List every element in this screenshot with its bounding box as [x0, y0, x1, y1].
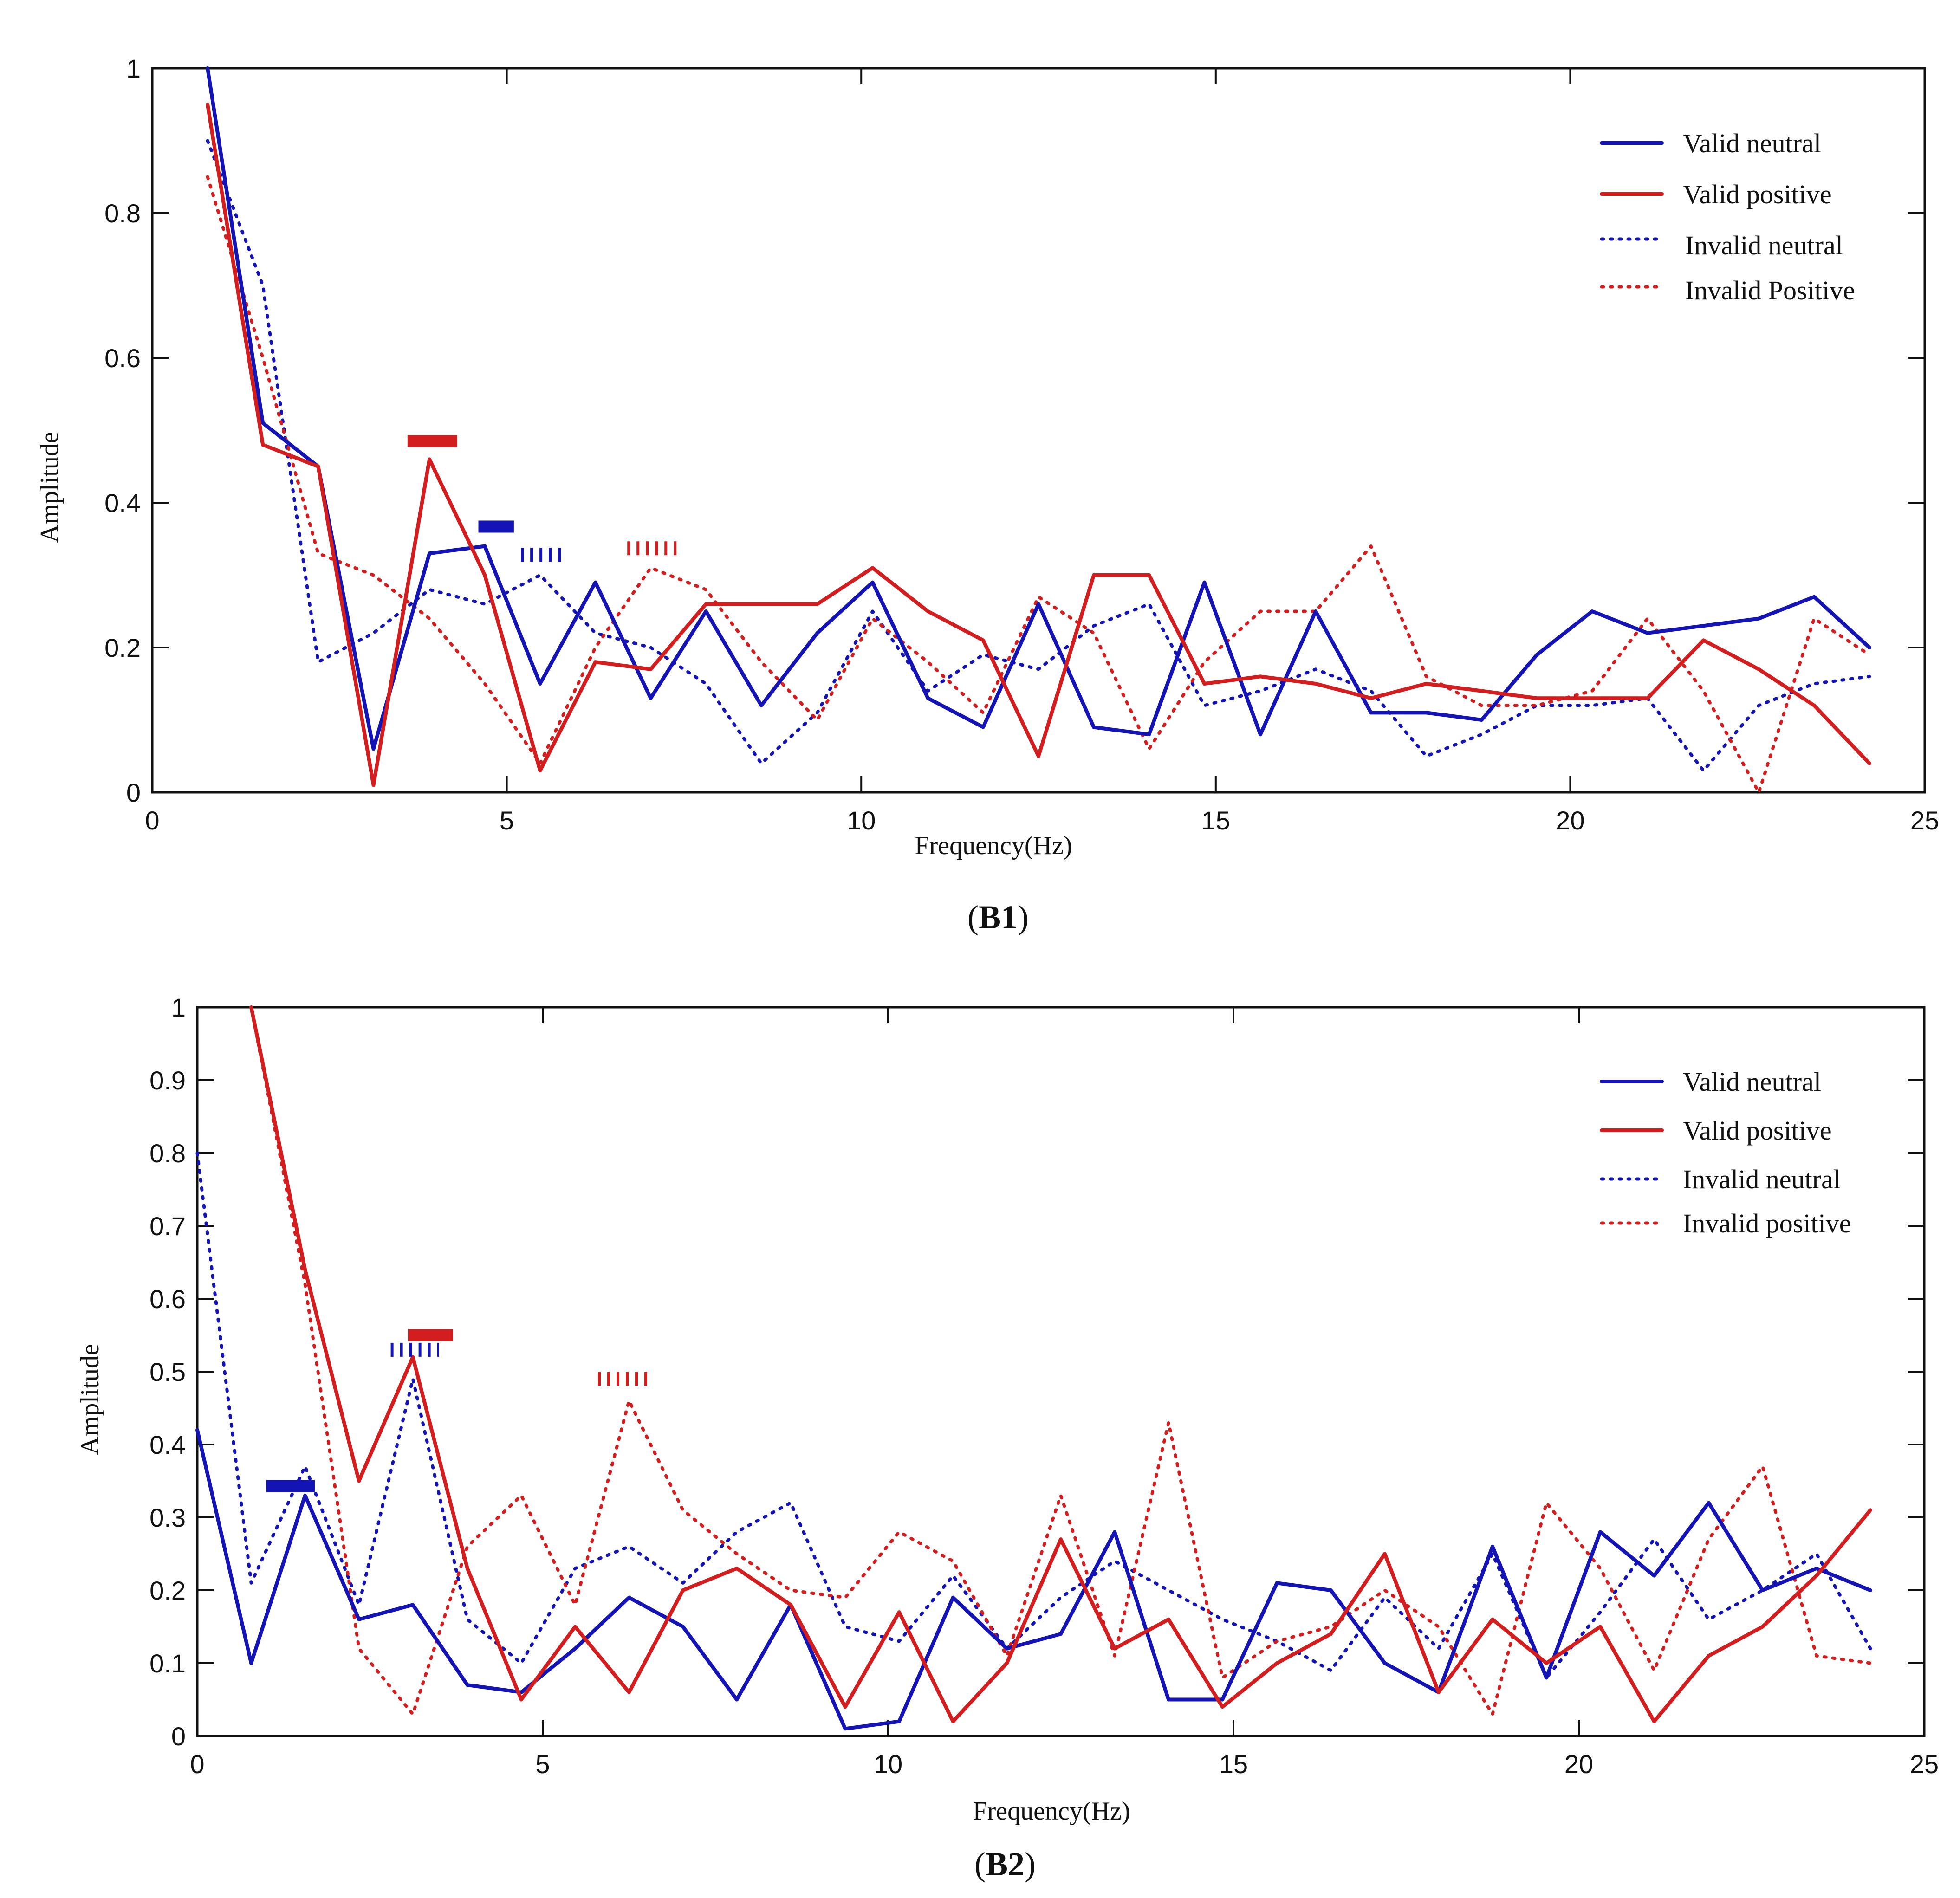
x-tick-label-b1-4: 20 — [1556, 806, 1584, 835]
x-axis-label-b1: Frequency(Hz) — [915, 831, 1072, 860]
legend-label-invalid-neutral: Invalid neutral — [1685, 230, 1843, 260]
legend-label-invalid-positive: Invalid Positive — [1685, 275, 1855, 305]
series-line-invalid-neutral-b1 — [206, 139, 1871, 772]
caption-b1-label: B1 — [979, 899, 1018, 936]
plot-area-b1 — [151, 67, 1926, 794]
legend-b1: Valid neutral Valid positive Invalid neu… — [1578, 113, 1889, 317]
series-line-invalid-neutral-b2 — [195, 1151, 1872, 1679]
series-line-invalid-positive-b2 — [249, 1005, 1872, 1716]
chart-b2: 0 5 10 15 20 2500.10.20.30.40.50.60.70.80.91 … — [76, 993, 1939, 1883]
axis-ticks-b1: 0 5 10 15 20 25 0 0.2 0.4 0.6 0.8 1 — [104, 54, 1939, 835]
y-tick-label-b2-5: 0.5 — [149, 1357, 186, 1386]
y-tick-label-b2-10: 1 — [171, 993, 186, 1022]
y-axis-label-b2: Amplitude — [76, 1344, 104, 1455]
x-tick-label-b1-1: 5 — [500, 806, 514, 835]
y-tick-label-b2-7: 0.7 — [149, 1211, 186, 1241]
y-tick-label-b1-5: 1 — [126, 54, 141, 83]
x-tick-label-b1-2: 10 — [847, 806, 876, 835]
y-tick-label-b2-4: 0.4 — [149, 1430, 186, 1459]
x-tick-label-b1-0: 0 — [145, 806, 159, 835]
legend-b2: Valid neutral Valid positive Invalid neu… — [1578, 1051, 1889, 1256]
series-line-valid-neutral-b2 — [195, 1428, 1872, 1731]
x-tick-label-b2-3: 15 — [1219, 1749, 1248, 1779]
legend-box-b1 — [1578, 113, 1889, 317]
y-tick-label-b2-8: 0.8 — [149, 1139, 186, 1168]
y-tick-label-b1-1: 0.2 — [104, 633, 141, 662]
y-tick-label-b2-9: 0.9 — [149, 1066, 186, 1095]
x-axis-label-b2: Frequency(Hz) — [973, 1797, 1130, 1826]
chart-b1: 0 5 10 15 20 25 0 0.2 0.4 0.6 0.8 1 Valid neutral V… — [35, 54, 1939, 936]
series-line-invalid-positive-b1 — [206, 175, 1871, 794]
y-tick-label-b2-6: 0.6 — [149, 1284, 186, 1314]
series-b1 — [206, 66, 1871, 794]
y-tick-label-b2-1: 0.1 — [149, 1649, 186, 1678]
x-tick-label-b2-0: 0 — [190, 1749, 204, 1779]
significance-markers-b1 — [407, 435, 677, 562]
y-tick-label-b2-0: 0 — [171, 1722, 186, 1751]
y-tick-label-b1-3: 0.6 — [104, 343, 141, 373]
caption-b2-label: B2 — [986, 1846, 1025, 1883]
x-tick-label-b1-3: 15 — [1201, 806, 1230, 835]
y-tick-label-b1-2: 0.4 — [104, 488, 141, 518]
caption-b2: (B2) — [974, 1846, 1036, 1883]
legend-label-invalid-positive: Invalid positive — [1683, 1208, 1851, 1238]
legend-label-valid-neutral: Valid neutral — [1683, 128, 1821, 158]
x-tick-label-b2-2: 10 — [874, 1749, 902, 1779]
y-tick-label-b1-0: 0 — [126, 778, 141, 807]
legend-label-valid-positive: Valid positive — [1683, 1115, 1832, 1146]
x-tick-label-b2-4: 20 — [1564, 1749, 1593, 1779]
y-tick-label-b1-4: 0.8 — [104, 199, 141, 228]
y-tick-label-b2-2: 0.2 — [149, 1576, 186, 1605]
series-b2 — [195, 1005, 1872, 1731]
y-axis-label-b1: Amplitude — [35, 432, 64, 543]
legend-label-invalid-neutral: Invalid neutral — [1683, 1164, 1841, 1194]
legend-label-valid-positive: Valid positive — [1683, 179, 1832, 209]
x-tick-label-b1-5: 25 — [1910, 806, 1939, 835]
y-tick-label-b2-3: 0.3 — [149, 1503, 186, 1532]
series-line-valid-positive-b2 — [249, 1005, 1872, 1723]
axis-ticks-b2: 0 5 10 15 20 25 0 0.1 0.2 0.3 0.4 0.5 0.6 0.7 0.8 0.9 1 — [149, 993, 1939, 1779]
caption-b1: (B1) — [967, 899, 1029, 936]
x-tick-label-b2-1: 5 — [535, 1749, 550, 1779]
series-line-valid-positive-b1 — [206, 103, 1871, 787]
series-line-valid-neutral-b1 — [206, 66, 1871, 751]
legend-label-valid-neutral: Valid neutral — [1683, 1067, 1821, 1097]
significance-markers-b2 — [266, 1329, 654, 1492]
x-tick-label-b2-5: 25 — [1910, 1749, 1939, 1779]
